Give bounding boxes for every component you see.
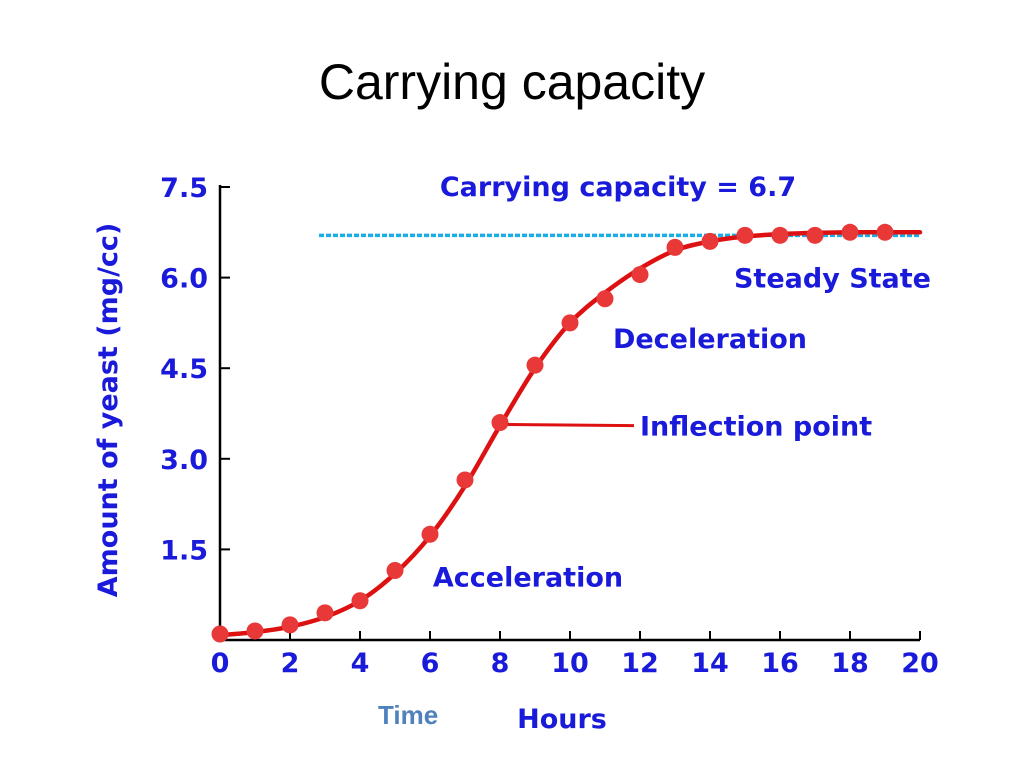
y-tick-label: 1.5 [160,535,208,566]
slide-title: Carrying capacity [318,54,706,110]
data-point [561,314,579,332]
y-tick-label: 6.0 [160,264,208,295]
x-axis-title: Hours [517,704,607,735]
data-point [771,226,789,244]
time-label: Time [378,700,439,730]
x-tick-label: 14 [691,648,729,679]
data-point [386,562,404,580]
data-point [806,226,824,244]
carrying-capacity-group: Carrying capacity = 6.7 [319,172,920,238]
y-tick-label: 4.5 [160,354,208,385]
x-tick-label: 12 [621,648,659,679]
x-tick-label: 16 [761,648,799,679]
data-point [666,238,684,256]
inflection-pointer-line [507,423,635,428]
y-tick-label: 7.5 [160,173,208,204]
x-tick-label: 20 [901,648,939,679]
chart-axes: 0 2 4 6 8 10 12 14 16 18 20 1.5 3.0 4.5 6.0 7.5 [160,173,939,679]
data-point [631,266,649,284]
points-layer [211,223,894,643]
y-axis-title: Amount of yeast (mg/cc) [93,223,124,598]
data-point [596,290,614,308]
acceleration-label: Acceleration [433,563,623,594]
inflection-point-label: Inflection point [640,412,872,443]
steady-state-label: Steady State [734,264,931,295]
deceleration-label: Deceleration [613,324,807,355]
data-point [526,356,544,374]
data-point [456,471,474,489]
data-point [421,525,439,543]
x-tick-label: 8 [491,648,510,679]
data-point [876,223,894,241]
x-tick-label: 2 [281,648,300,679]
y-tick-label: 3.0 [160,445,208,476]
x-tick-label: 6 [421,648,440,679]
data-point [281,616,299,634]
carrying-capacity-label: Carrying capacity = 6.7 [440,172,796,203]
data-point [211,625,229,643]
data-point [246,622,264,640]
data-point [701,232,719,250]
x-tick-label: 0 [211,648,230,679]
data-point [351,592,369,610]
data-point [841,223,859,241]
x-tick-label: 4 [351,648,370,679]
x-tick-label: 18 [831,648,869,679]
x-tick-label: 10 [551,648,589,679]
data-point [316,604,334,622]
annotation-layer: Steady State Deceleration Inflection point… [433,264,931,594]
data-point [736,226,754,244]
data-point [491,414,509,432]
